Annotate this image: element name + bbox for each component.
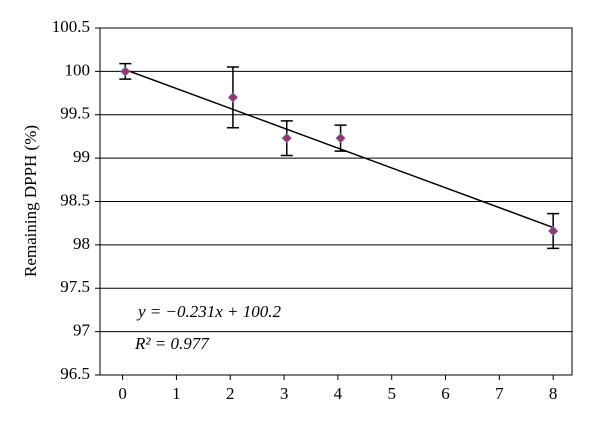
equation: y = −0.231x + 100.2 [136, 302, 282, 321]
x-tick-label: 6 [441, 384, 450, 403]
point [120, 66, 131, 77]
y-axis-label: Remaining DPPH (%) [21, 125, 40, 277]
x-tick-label: 1 [172, 384, 181, 403]
x-tick-label: 8 [549, 384, 558, 403]
point [227, 92, 239, 103]
r-squared: R² = 0.977 [134, 334, 210, 353]
x-tick-label: 3 [280, 384, 289, 403]
x-tick-label: 7 [495, 384, 504, 403]
point [281, 133, 292, 144]
y-tick-label: 97.5 [60, 277, 90, 296]
y-tick-label: 100.5 [52, 17, 90, 36]
y-tick-label: 100 [65, 60, 91, 79]
y-tick-label: 98.5 [60, 190, 90, 209]
point [335, 133, 346, 144]
x-tick-label: 5 [387, 384, 396, 403]
point [548, 225, 559, 237]
plot-frame [99, 27, 573, 376]
y-tick-label: 98 [73, 234, 90, 253]
y-tick-label: 96.5 [60, 364, 90, 383]
x-tick-label: 4 [334, 384, 343, 403]
y-tick-label: 99.5 [60, 104, 90, 123]
y-tick-label: 97 [73, 321, 91, 340]
trendline [125, 68, 554, 229]
x-tick-label: 0 [118, 384, 127, 403]
y-tick-label: 99 [73, 147, 90, 166]
x-tick-label: 2 [226, 384, 235, 403]
